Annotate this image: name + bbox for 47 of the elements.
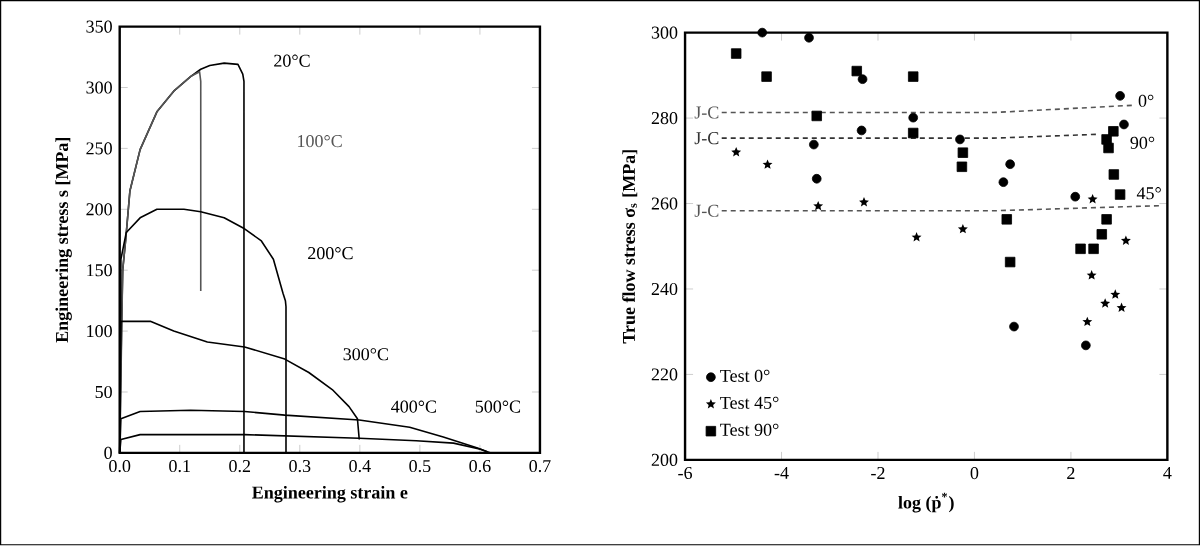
x-tick-label: 2 <box>1067 467 1075 480</box>
x-tick-label: 0.0 <box>109 460 131 473</box>
series-label: 500°C <box>475 400 521 413</box>
series-label: 200°C <box>308 247 353 260</box>
y-tick-label: 150 <box>87 264 112 277</box>
annotation: 45° <box>1136 187 1161 200</box>
annotation: 90° <box>1130 136 1155 150</box>
y-axis-title: Engineering stress s [MPa] <box>55 138 72 343</box>
x-tick-label: 0.4 <box>349 460 371 473</box>
y-tick-label: 250 <box>86 142 112 155</box>
series-label: J-C <box>694 132 719 145</box>
legend-label: Test 90° <box>720 423 779 437</box>
annotation: 0° <box>1138 94 1154 108</box>
x-tick-label: 0.6 <box>469 460 491 473</box>
series-label: J-C <box>694 204 719 218</box>
x-tick-label: -2 <box>871 467 885 480</box>
y-tick-label: 350 <box>86 20 112 33</box>
y-tick-label: 300 <box>86 81 112 94</box>
y-tick-label: 200 <box>651 454 678 467</box>
x-axis-title: Engineering strain e <box>252 486 408 503</box>
y-tick-label: 220 <box>651 368 678 381</box>
series-label: 300°C <box>343 348 388 361</box>
series-label: 20°C <box>274 54 310 68</box>
y-tick-label: 240 <box>651 283 678 296</box>
x-tick-label: 0.1 <box>169 460 190 473</box>
y-tick-label: 260 <box>651 197 678 210</box>
y-tick-label: 280 <box>651 112 678 125</box>
x-tick-label: 0.5 <box>409 460 431 473</box>
series-label: 400°C <box>391 400 436 413</box>
y-tick-label: 200 <box>86 203 112 216</box>
text: 100°C <box>298 135 342 148</box>
x-tick-label: 0.2 <box>229 460 251 473</box>
y-axis-title: True flow stress σ$_{s}$ [MPa] <box>622 150 638 344</box>
x-tick-label: -4 <box>774 467 789 480</box>
y-tick-label: 0 <box>104 447 112 460</box>
x-axis-title: log (ṗ$^{*}$) <box>898 493 954 513</box>
x-tick-label: 0.7 <box>529 460 551 473</box>
y-tick-label: 100 <box>87 325 112 338</box>
legend-label: Test 45° <box>720 396 779 410</box>
x-tick-label: 0 <box>970 467 979 480</box>
y-tick-label: 300 <box>651 26 678 39</box>
x-tick-label: 4 <box>1163 467 1172 480</box>
x-tick-label: 0.3 <box>289 460 311 473</box>
y-tick-label: 50 <box>95 386 112 399</box>
legend-label: Test 0° <box>720 369 770 383</box>
series-label: J-C <box>694 106 719 119</box>
x-tick-label: -6 <box>678 467 693 480</box>
